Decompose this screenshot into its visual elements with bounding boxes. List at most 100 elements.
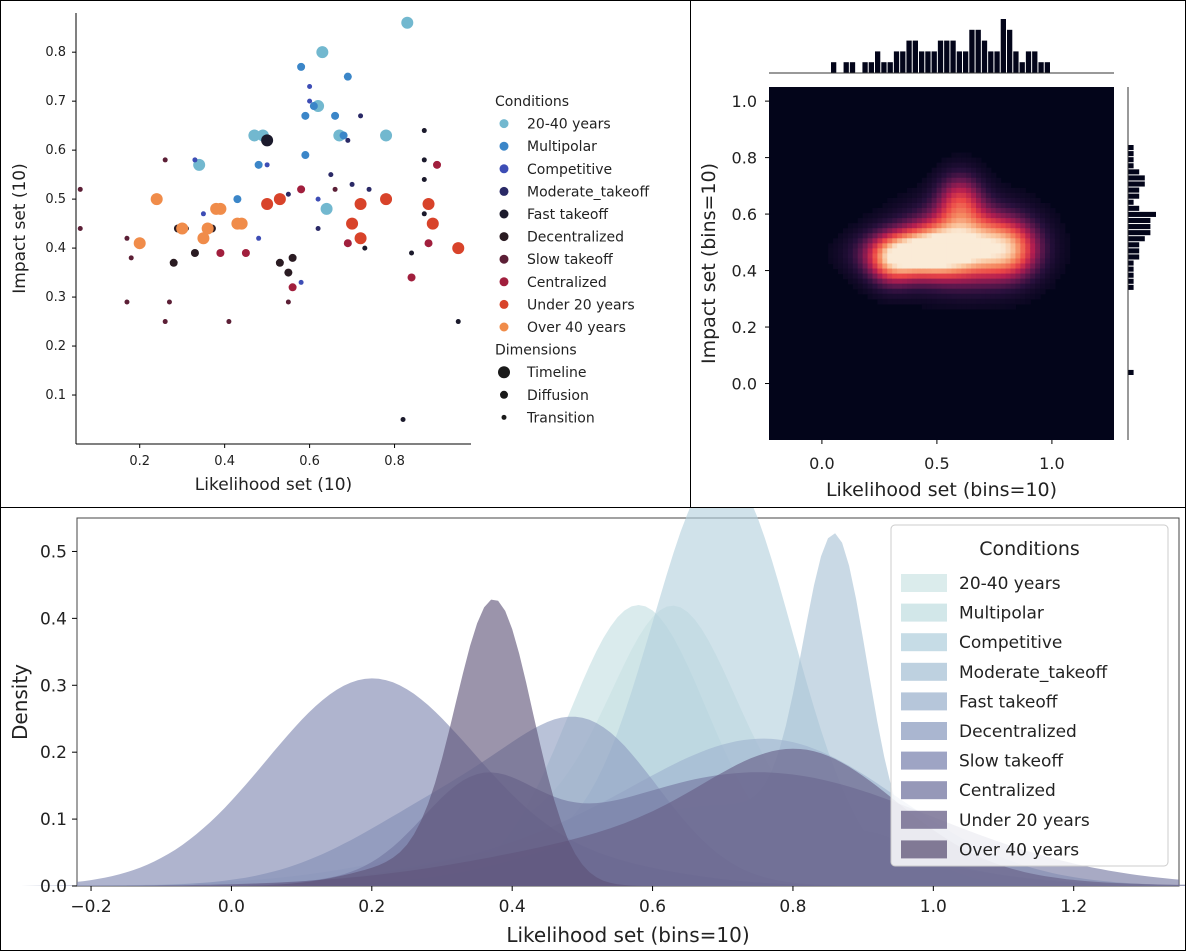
heatmap-cell <box>1020 213 1026 219</box>
heatmap-cell <box>1059 248 1066 255</box>
heatmap-cell <box>966 157 972 164</box>
heatmap-cell <box>936 278 943 285</box>
heatmap-cell <box>911 213 918 219</box>
heatmap-cell <box>985 253 992 260</box>
marginal-y-bar <box>1128 242 1140 248</box>
scatter-point <box>320 202 333 215</box>
heatmap-cell <box>961 278 967 285</box>
heatmap-cell <box>852 258 859 265</box>
heatmap-cell <box>976 187 982 194</box>
heatmap-cell <box>941 202 948 209</box>
heatmap-cell <box>1040 213 1046 219</box>
heatmap-cell <box>1030 253 1036 260</box>
heatmap-cell <box>951 197 957 204</box>
legend-swatch <box>901 722 947 740</box>
heatmap-cell <box>976 208 982 214</box>
heatmap-cell <box>1045 238 1051 244</box>
marginal-x-bar <box>1013 51 1019 73</box>
heatmap-cell <box>907 187 913 194</box>
marginal-x-bar <box>906 40 912 73</box>
heatmap-cell <box>976 213 982 219</box>
heatmap-cell <box>1049 263 1056 270</box>
x-axis-label: Likelihood set (bins=10) <box>826 479 1057 501</box>
heatmap-cell <box>966 162 972 169</box>
heatmap-cell <box>911 233 918 239</box>
marginal-y-bar <box>1128 217 1151 224</box>
heatmap-cell <box>847 228 854 234</box>
heatmap-cell <box>985 223 992 229</box>
legend-size-swatch <box>501 414 507 420</box>
heatmap-cell <box>990 298 997 305</box>
heatmap-cell <box>1054 223 1061 229</box>
heatmap-cell <box>1045 213 1051 219</box>
heatmap-cell <box>936 223 943 229</box>
heatmap-cell <box>985 283 992 290</box>
marginal-x-bar <box>944 40 950 73</box>
heatmap-cell <box>1045 253 1051 260</box>
heatmap-cell <box>892 208 898 214</box>
heatmap-cell <box>946 288 952 295</box>
legend-swatch <box>901 633 947 652</box>
y-tick-label: 0.4 <box>45 241 66 256</box>
heatmap-cell <box>907 253 913 260</box>
heatmap-cell <box>897 202 903 209</box>
heatmap-cell <box>931 243 938 249</box>
heatmap-cell <box>1030 268 1036 275</box>
heatmap-cell <box>976 263 982 270</box>
heatmap-cell <box>911 238 918 244</box>
heatmap-cell <box>911 283 918 290</box>
heatmap-cell <box>1000 238 1007 244</box>
heatmap-cell <box>1054 228 1061 234</box>
heatmap-cell <box>872 218 879 224</box>
heatmap-cell <box>926 273 933 280</box>
heatmap-cell <box>862 253 869 260</box>
heatmap-cell <box>936 218 943 224</box>
heatmap-cell <box>966 273 972 280</box>
heatmap-cell <box>961 192 967 199</box>
heatmap-cell <box>842 243 849 249</box>
heatmap-cell <box>857 273 864 280</box>
heatmap-cell <box>1030 273 1036 280</box>
y-tick-label: 0.4 <box>732 262 757 281</box>
heatmap-cell <box>877 248 883 255</box>
heatmap-cell <box>946 187 952 194</box>
heatmap-cell <box>971 172 977 179</box>
heatmap-cell <box>961 283 967 290</box>
heatmap-cell <box>1000 197 1007 204</box>
heatmap-cell <box>1049 268 1056 275</box>
heatmap-cell <box>990 177 997 184</box>
scatter-point <box>197 232 210 245</box>
legend-swatch <box>499 299 509 309</box>
heatmap-cell <box>1000 248 1007 255</box>
heatmap-cell <box>902 268 908 275</box>
marginal-y-bar <box>1128 211 1156 217</box>
heatmap-cell <box>892 248 898 255</box>
scatter-point <box>421 157 427 163</box>
heatmap-cell <box>971 223 977 229</box>
scatter-point <box>354 232 367 245</box>
legend-label-slow-takeoff: Slow takeoff <box>959 752 1064 772</box>
heatmap-cell <box>1010 223 1017 229</box>
heatmap-cell <box>877 283 883 290</box>
heatmap-cell <box>1040 268 1046 275</box>
heatmap-cell <box>916 278 923 285</box>
scatter-point <box>315 226 321 231</box>
heatmap-cell <box>916 202 923 209</box>
heatmap-cell <box>985 263 992 270</box>
y-axis-label: Density <box>8 664 32 740</box>
scatter-point <box>275 258 284 267</box>
heatmap-cell <box>946 238 952 244</box>
heatmap-cell <box>911 202 918 209</box>
heatmap-cell <box>833 238 839 244</box>
heatmap-cell <box>995 288 1002 295</box>
y-tick-label: 0.4 <box>40 609 67 629</box>
heatmap-cell <box>1030 213 1036 219</box>
heatmap-cell <box>1020 253 1026 260</box>
y-tick-label: 0.5 <box>45 192 66 207</box>
heatmap-cell <box>1020 238 1026 244</box>
marginal-x-bar <box>1019 62 1025 73</box>
scatter-point <box>264 162 270 168</box>
heatmap-cell <box>1049 278 1056 285</box>
legend-swatch <box>499 119 509 129</box>
heatmap-cell <box>1040 248 1046 255</box>
